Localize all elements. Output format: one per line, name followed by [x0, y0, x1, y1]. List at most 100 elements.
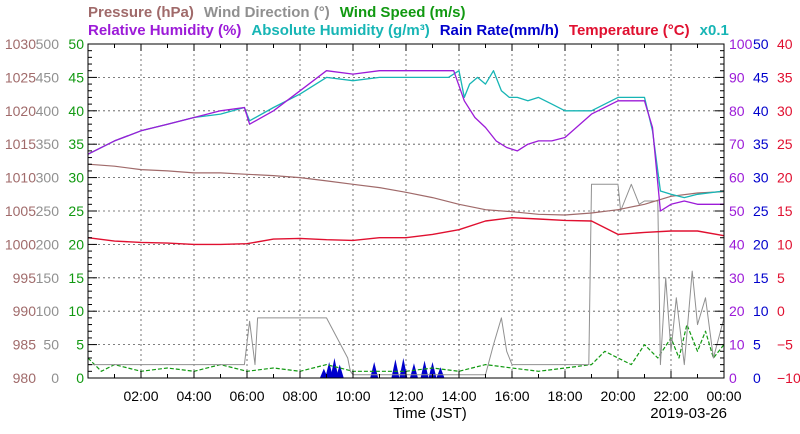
temperature-tick-label: 5: [777, 270, 785, 286]
wind-direction-line: [88, 183, 725, 376]
temperature-tick-label: −10: [777, 370, 800, 386]
rain-rate-tick-label: 40: [753, 103, 769, 119]
x-tick-label: 12:00: [388, 388, 423, 404]
x-tick-label: 08:00: [282, 388, 317, 404]
x-tick-label: 06:00: [229, 388, 264, 404]
right-axes: 0102030405060708090100051015202530354045…: [729, 36, 800, 386]
rain-rate-tick-label: 20: [753, 236, 769, 252]
x-axis: 02:00 04:00 06:00 08:00 10:00 12:00 14:00 16:00…: [87, 43, 742, 404]
wind-speed-tick-label: 35: [68, 136, 84, 152]
pressure-tick-label: 985: [13, 337, 37, 353]
rain-bar: [428, 361, 437, 378]
rain-bar: [370, 361, 379, 378]
rain-bar: [391, 359, 400, 378]
relative-humidity-tick-label: 100: [729, 36, 753, 52]
wind-direction-tick-label: 100: [36, 303, 60, 319]
pressure-tick-label: 1015: [5, 136, 36, 152]
relative-humidity-tick-label: 70: [729, 136, 745, 152]
rain-rate-tick-label: 35: [753, 136, 769, 152]
legend-entry: Relative Humidity (%): [88, 22, 241, 39]
pressure-tick-label: 1030: [5, 36, 36, 52]
wind-speed-tick-label: 15: [68, 270, 84, 286]
relative-humidity-tick-label: 30: [729, 270, 745, 286]
wind-direction-tick-label: 450: [36, 69, 60, 85]
pressure-tick-label: 1010: [5, 170, 36, 186]
temperature-tick-label: −5: [777, 337, 793, 353]
rain-rate-tick-label: 10: [753, 303, 769, 319]
chart-legend: Pressure (hPa) Wind Direction (°) Wind Spe…: [88, 4, 729, 39]
legend-entry: Rain Rate(mm/h): [440, 22, 559, 39]
x-tick-label: 16:00: [494, 388, 529, 404]
relative-humidity-tick-label: 20: [729, 303, 745, 319]
relative-humidity-tick-label: 50: [729, 203, 745, 219]
wind-speed-tick-label: 10: [68, 303, 84, 319]
wind-direction-tick-label: 300: [36, 170, 60, 186]
wind-speed-tick-label: 40: [68, 103, 84, 119]
date-label: 2019-03-26: [650, 405, 727, 422]
rain-bar: [335, 364, 344, 378]
wind-direction-tick-label: 250: [36, 203, 60, 219]
rain-bar: [399, 357, 408, 378]
relative-humidity-tick-label: 90: [729, 69, 745, 85]
rain-bar: [325, 361, 334, 378]
rain-rate-tick-label: 5: [753, 337, 761, 353]
legend-entry: Wind Speed (m/s): [340, 4, 466, 21]
wind-speed-tick-label: 0: [76, 370, 84, 386]
wind-speed-tick-label: 25: [68, 203, 84, 219]
pressure-tick-label: 980: [13, 370, 37, 386]
x-tick-label: 14:00: [441, 388, 476, 404]
relative-humidity-tick-label: 10: [729, 337, 745, 353]
plot-grid: [88, 44, 724, 378]
temperature-tick-label: 20: [777, 170, 793, 186]
wind-direction-tick-label: 350: [36, 136, 60, 152]
wind-direction-tick-label: 400: [36, 103, 60, 119]
temperature-tick-label: 25: [777, 136, 793, 152]
relative-humidity-tick-label: 60: [729, 170, 745, 186]
x-tick-label: 04:00: [176, 388, 211, 404]
wind-speed-tick-label: 30: [68, 170, 84, 186]
wind-speed-line: [87, 324, 725, 372]
wind-speed-tick-label: 45: [68, 69, 84, 85]
temperature-tick-label: 0: [777, 303, 785, 319]
pressure-tick-label: 990: [13, 303, 37, 319]
relative-humidity-line: [87, 70, 724, 212]
x-tick-label: 00:00: [706, 388, 741, 404]
x-tick-label: 20:00: [600, 388, 635, 404]
wind-speed-tick-label: 20: [68, 236, 84, 252]
relative-humidity-tick-label: 0: [729, 370, 737, 386]
x-tick-label: 22:00: [653, 388, 688, 404]
rain-rate-tick-label: 25: [753, 203, 769, 219]
relative-humidity-tick-label: 80: [729, 103, 745, 119]
wind-speed-tick-label: 50: [68, 36, 84, 52]
legend-entry: Temperature (°C): [569, 22, 690, 39]
temperature-tick-label: 10: [777, 236, 793, 252]
pressure-tick-label: 1005: [5, 203, 36, 219]
x-axis-title: Time (JST): [393, 405, 467, 422]
wind-direction-tick-label: 200: [36, 236, 60, 252]
legend-entry: Absolute Humidity (g/m³): [251, 22, 429, 39]
rain-rate-tick-label: 50: [753, 36, 769, 52]
temperature-tick-label: 15: [777, 203, 793, 219]
rain-bar: [436, 367, 445, 378]
x-tick-label: 18:00: [547, 388, 582, 404]
wind-direction-tick-label: 50: [43, 337, 59, 353]
pressure-tick-label: 1025: [5, 69, 36, 85]
relative-humidity-tick-label: 40: [729, 236, 745, 252]
legend-entry: Wind Direction (°): [204, 4, 330, 21]
rain-rate-tick-label: 30: [753, 170, 769, 186]
series-layer: [87, 70, 725, 378]
wind-direction-tick-label: 0: [51, 370, 59, 386]
temperature-tick-label: 30: [777, 103, 793, 119]
x-tick-label: 02:00: [123, 388, 158, 404]
rain-rate-tick-label: 15: [753, 270, 769, 286]
rain-bar: [330, 357, 339, 378]
temperature-tick-label: 40: [777, 36, 793, 52]
legend-entry: Pressure (hPa): [88, 4, 194, 21]
temperature-line: [87, 216, 725, 246]
pressure-tick-label: 1000: [5, 236, 36, 252]
pressure-tick-label: 995: [13, 270, 37, 286]
x-tick-label: 10:00: [335, 388, 370, 404]
left-axes: 9809859909951000100510101015102010251030…: [5, 36, 84, 386]
pressure-line: [87, 163, 725, 216]
